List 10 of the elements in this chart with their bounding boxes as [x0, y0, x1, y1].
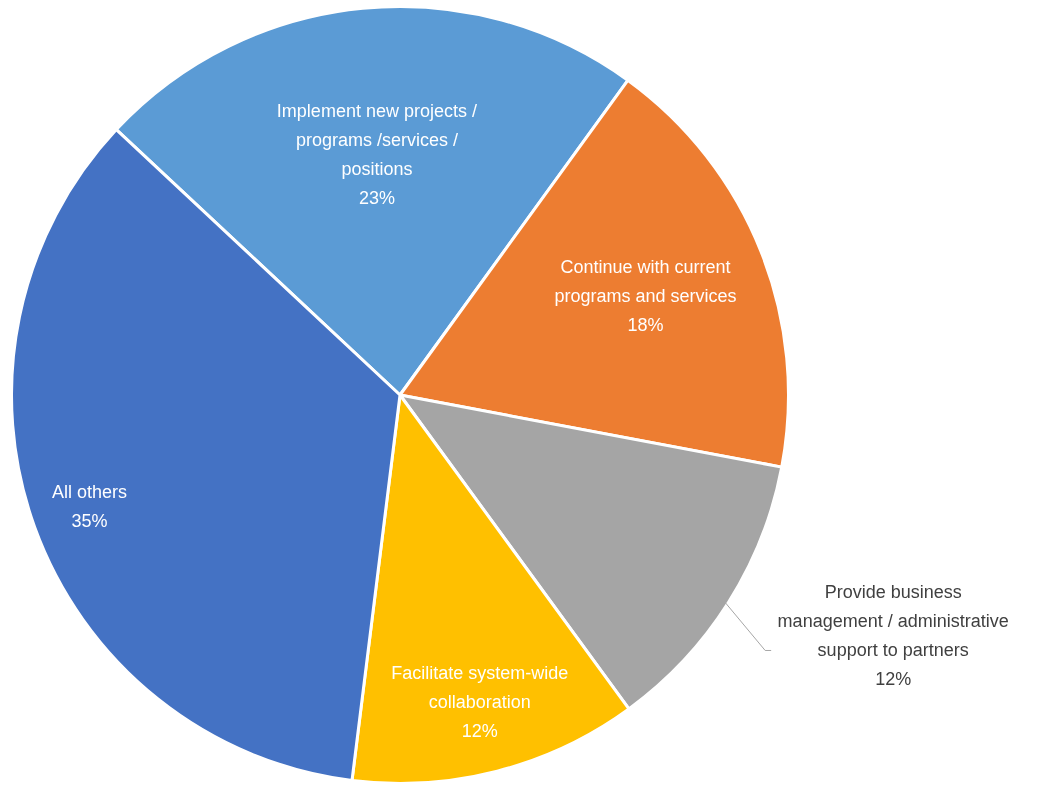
- slice-label: Facilitate system-wide collaboration: [391, 663, 569, 713]
- slice-label: Implement new projects / programs /services / positions: [276, 100, 477, 179]
- slice-label: Provide business management / administrative support to partners: [777, 581, 1009, 660]
- data-label: 12%: [461, 721, 498, 742]
- slice-label: All others: [51, 481, 128, 502]
- data-label: 12%: [875, 668, 912, 689]
- data-label: 35%: [71, 510, 108, 531]
- data-label: 18%: [627, 315, 664, 336]
- data-label: 23%: [358, 187, 395, 208]
- slice-label: Continue with current programs and services: [554, 257, 737, 307]
